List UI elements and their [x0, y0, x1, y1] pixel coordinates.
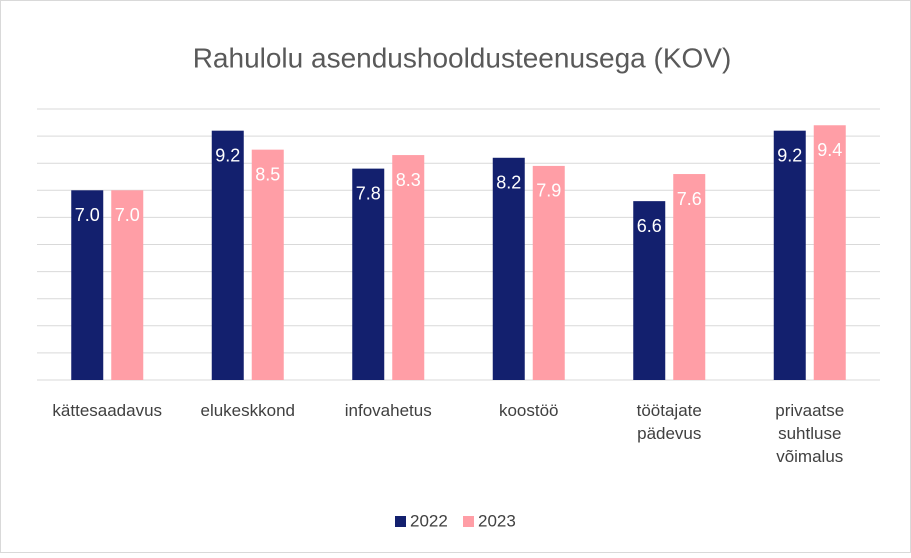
data-label: 8.2 — [496, 173, 521, 193]
bar — [492, 157, 525, 380]
data-label: 8.3 — [396, 170, 421, 190]
chart-title: Rahulolu asendushooldusteenusega (KOV) — [193, 42, 732, 73]
x-tick-label: töötajate pädevus — [637, 401, 702, 443]
bar — [633, 201, 666, 380]
bar — [71, 190, 104, 380]
data-label: 7.6 — [677, 189, 702, 209]
bar — [673, 174, 706, 380]
x-tick-label: kättesaadavus — [52, 401, 162, 420]
bar — [111, 190, 144, 380]
bar — [392, 155, 425, 380]
data-label: 7.0 — [115, 205, 140, 225]
data-label: 9.2 — [777, 145, 802, 165]
bar — [773, 130, 806, 380]
legend-swatch — [463, 516, 474, 527]
x-tick-label: privaatse suhtluse võimalus — [775, 401, 844, 466]
data-label: 6.6 — [637, 216, 662, 236]
legend-swatch — [395, 516, 406, 527]
legend-label: 2023 — [478, 511, 516, 530]
bar — [813, 125, 846, 380]
data-label: 8.5 — [255, 164, 280, 184]
bar — [352, 168, 385, 380]
legend-label: 2022 — [410, 511, 448, 530]
bar — [532, 165, 565, 380]
x-tick-label: elukeskkond — [200, 401, 295, 420]
data-label: 7.8 — [356, 183, 381, 203]
bar — [251, 149, 284, 380]
data-label: 9.4 — [817, 140, 842, 160]
data-label: 7.9 — [536, 181, 561, 201]
x-tick-label: koostöö — [499, 401, 559, 420]
data-label: 7.0 — [75, 205, 100, 225]
bar — [211, 130, 244, 380]
x-tick-label: infovahetus — [345, 401, 432, 420]
data-label: 9.2 — [215, 145, 240, 165]
